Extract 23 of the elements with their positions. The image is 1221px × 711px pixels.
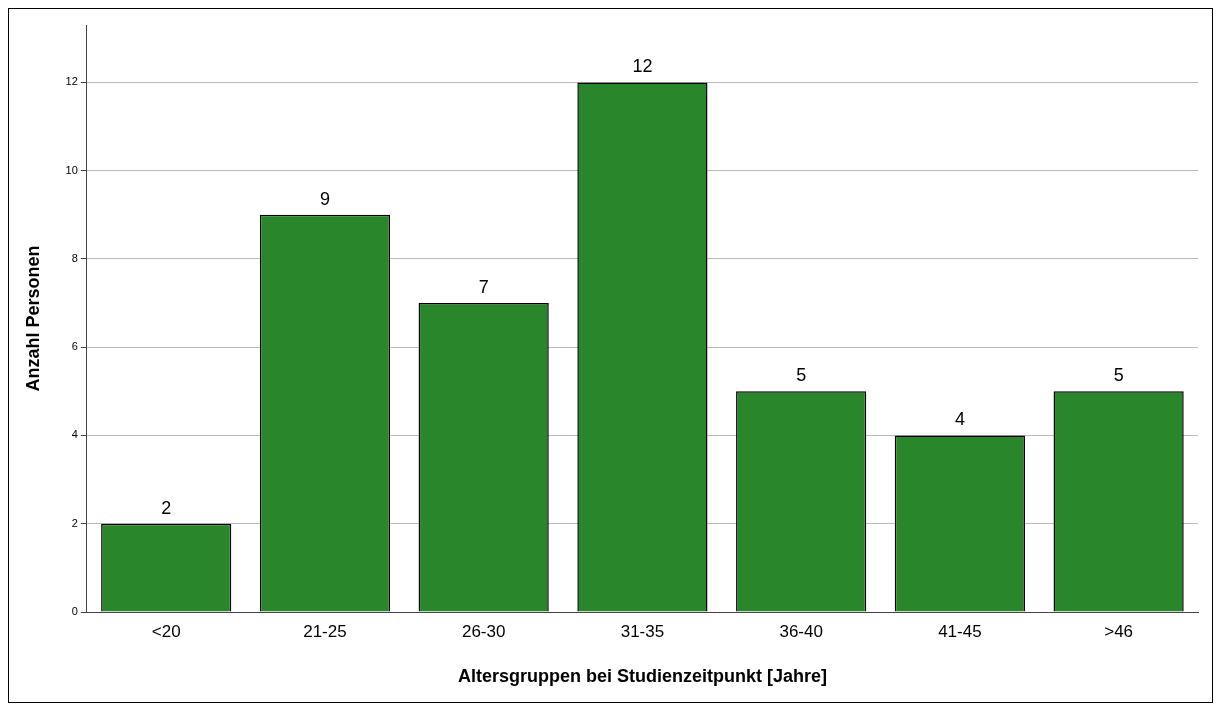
data-label: 9 xyxy=(319,188,330,209)
x-tick-label: 41-45 xyxy=(938,621,982,641)
data-label: 7 xyxy=(478,277,489,298)
y-tick-label: 12 xyxy=(65,75,78,88)
x-tick-label: 26-30 xyxy=(461,621,506,641)
x-tick-label: >46 xyxy=(1104,621,1134,641)
y-tick-label: 8 xyxy=(71,251,78,264)
y-tick-label: 6 xyxy=(71,340,78,353)
data-label: 12 xyxy=(632,56,653,77)
x-tick-label: 21-25 xyxy=(303,621,347,641)
data-label: 2 xyxy=(161,497,172,518)
y-tick-label: 10 xyxy=(65,163,78,176)
x-axis-title: Altersgruppen bei Studienzeitpunkt [Jahre] xyxy=(457,666,827,687)
y-tick-label: 2 xyxy=(71,516,78,529)
data-label: 5 xyxy=(1113,365,1124,386)
x-tick-label: 31-35 xyxy=(620,621,665,641)
data-label: 5 xyxy=(796,365,807,386)
y-axis-title: Anzahl Personen xyxy=(22,245,43,392)
y-tick-label: 0 xyxy=(71,605,78,618)
x-tick-label: 36-40 xyxy=(779,621,823,641)
x-tick-label: <20 xyxy=(151,621,181,641)
y-tick-label: 4 xyxy=(71,428,78,441)
data-label: 4 xyxy=(954,409,965,430)
